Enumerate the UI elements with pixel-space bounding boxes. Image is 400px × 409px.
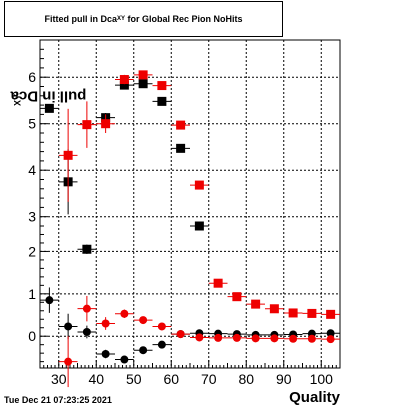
data-point-square bbox=[119, 75, 129, 85]
data-point-square bbox=[138, 79, 148, 89]
title-main: Fitted pull in Dca bbox=[44, 14, 117, 24]
x-tick-label: 80 bbox=[238, 371, 254, 387]
timestamp: Tue Dec 21 07:23:25 2021 bbox=[4, 395, 112, 405]
data-point-circle bbox=[195, 333, 204, 342]
data-point-circle bbox=[289, 334, 298, 343]
y-tick-label: 3 bbox=[28, 209, 36, 225]
title-rest: for Global Rec Pion NoHits bbox=[125, 14, 243, 24]
data-point-circle bbox=[120, 309, 129, 318]
x-tick-label: 90 bbox=[276, 371, 292, 387]
series-lower-black-circle bbox=[40, 287, 340, 364]
x-tick-label: 40 bbox=[88, 371, 104, 387]
data-point-square bbox=[194, 221, 204, 231]
y-tick-label: 4 bbox=[28, 162, 36, 178]
y-tick-label: 1 bbox=[28, 286, 36, 302]
data-point-circle bbox=[120, 355, 129, 364]
data-point-circle bbox=[82, 327, 91, 336]
data-point-circle bbox=[64, 322, 73, 331]
data-point-circle bbox=[157, 322, 166, 331]
data-point-circle bbox=[232, 333, 241, 342]
data-point-circle bbox=[101, 319, 110, 328]
data-point-square bbox=[194, 180, 204, 190]
data-point-square bbox=[82, 244, 92, 254]
data-point-square bbox=[44, 103, 54, 113]
y-tick-label: 0 bbox=[28, 328, 36, 344]
data-point-square bbox=[157, 81, 167, 91]
data-point-square bbox=[213, 278, 223, 288]
data-point-circle bbox=[270, 334, 279, 343]
data-point-square bbox=[63, 150, 73, 160]
data-point-square bbox=[288, 308, 298, 318]
data-point-circle bbox=[176, 330, 185, 339]
data-point-circle bbox=[45, 296, 54, 305]
data-point-square bbox=[119, 80, 129, 90]
y-tick-label: 6 bbox=[28, 69, 36, 85]
title-subscript: XY bbox=[116, 16, 125, 22]
data-point-square bbox=[82, 120, 92, 130]
data-point-square bbox=[101, 119, 111, 129]
data-point-circle bbox=[82, 304, 91, 313]
data-point-circle bbox=[251, 334, 260, 343]
x-tick-label: 30 bbox=[51, 371, 67, 387]
y-axis-label: pull in Dca XY bbox=[3, 55, 87, 145]
data-layer bbox=[40, 70, 340, 388]
data-point-square bbox=[138, 70, 148, 80]
data-point-square bbox=[176, 143, 186, 153]
data-point-square bbox=[157, 96, 167, 106]
data-point-square bbox=[251, 299, 261, 309]
data-point-circle bbox=[307, 334, 316, 343]
data-point-circle bbox=[139, 346, 148, 355]
data-point-square bbox=[326, 309, 336, 319]
series-upper-black-square bbox=[40, 79, 209, 254]
data-point-square bbox=[232, 292, 242, 302]
data-point-circle bbox=[326, 335, 335, 344]
x-tick-label: 70 bbox=[201, 371, 217, 387]
data-point-square bbox=[307, 308, 317, 318]
y-tick-label: 2 bbox=[28, 243, 36, 259]
data-point-square bbox=[176, 120, 186, 130]
chart-title: Fitted pull in Dca XY for Global Rec Pion… bbox=[4, 1, 283, 37]
data-point-circle bbox=[157, 340, 166, 349]
y-axis-label-main: pull in Dca bbox=[10, 87, 87, 105]
data-point-square bbox=[269, 304, 279, 314]
x-tick-label: 100 bbox=[310, 371, 334, 387]
x-tick-label: 50 bbox=[126, 371, 142, 387]
x-axis-label: Quality bbox=[289, 389, 340, 406]
series-upper-red-square bbox=[58, 70, 340, 319]
data-point-circle bbox=[326, 329, 335, 338]
series-lower-red-circle bbox=[58, 295, 340, 388]
data-point-circle bbox=[139, 316, 148, 325]
data-point-circle bbox=[101, 350, 110, 359]
x-tick-label: 60 bbox=[163, 371, 179, 387]
y-tick-label: 5 bbox=[28, 116, 36, 132]
data-point-circle bbox=[214, 333, 223, 342]
data-point-circle bbox=[64, 357, 73, 366]
